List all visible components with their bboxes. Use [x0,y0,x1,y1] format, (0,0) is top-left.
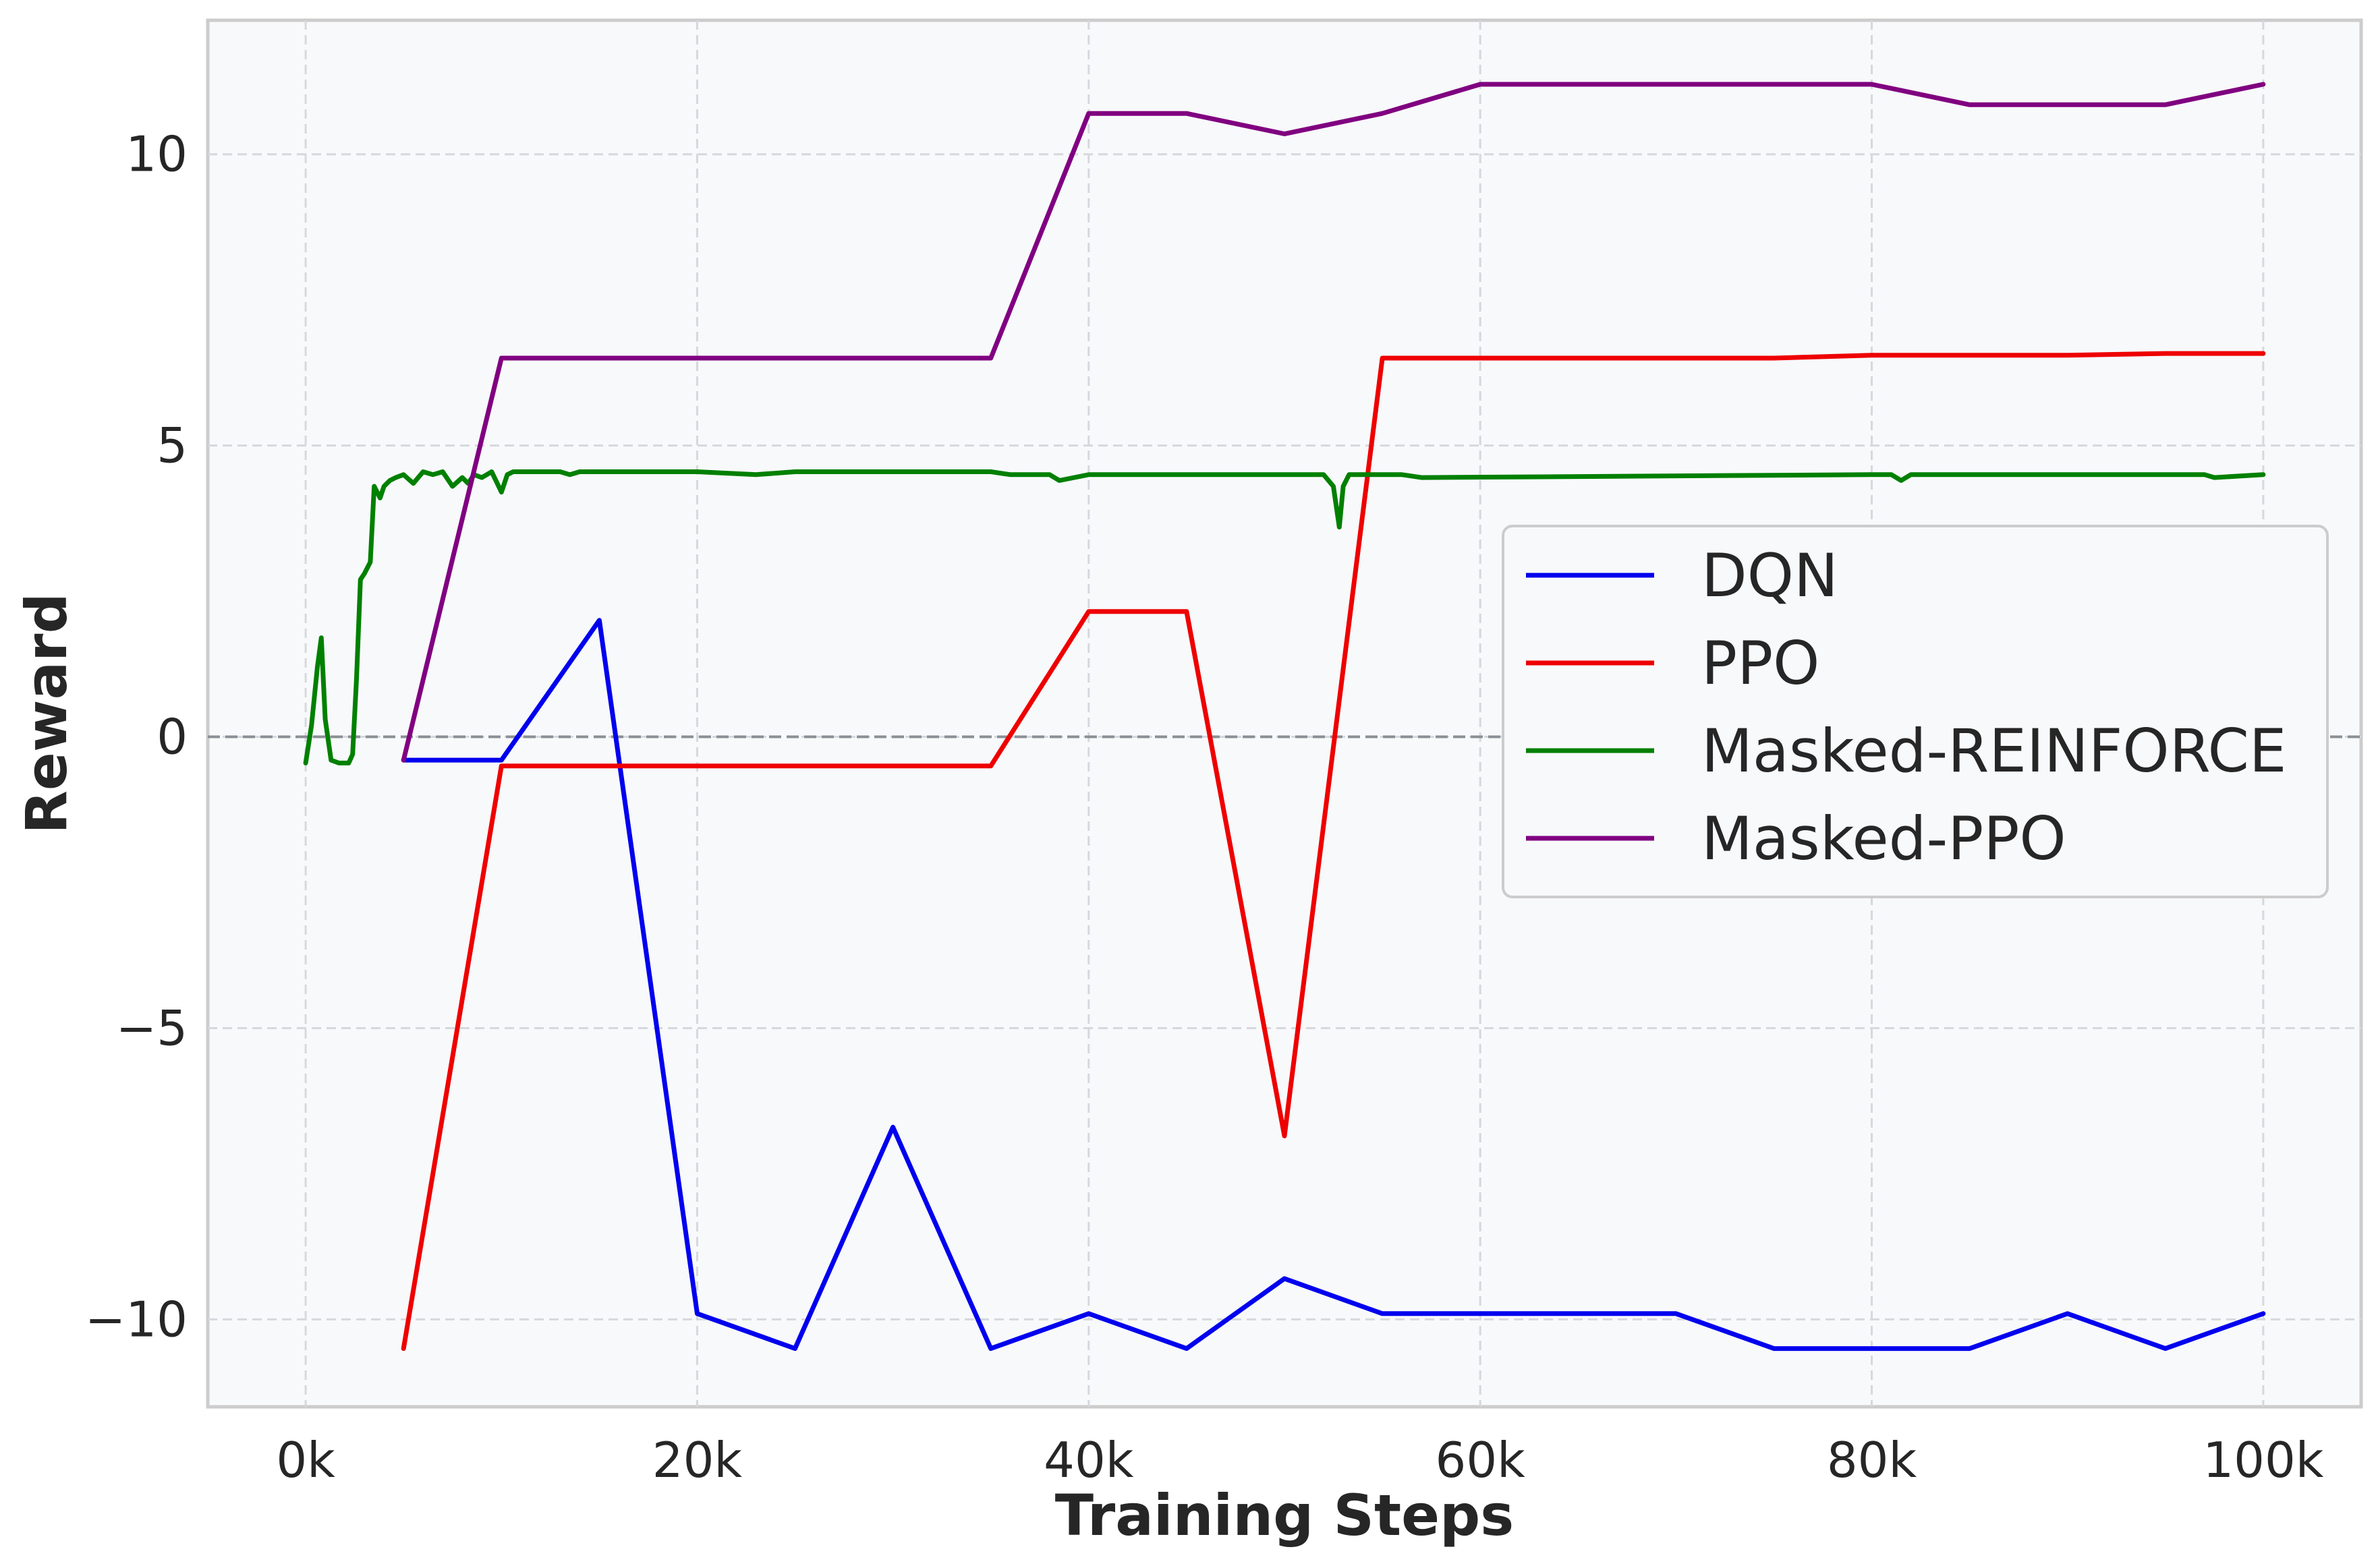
series-line-ppo [401,351,2266,1352]
y-axis-label: Reward [13,593,80,834]
x-tick-label: 20k [652,1432,743,1488]
legend-label-masked-ppo: Masked-PPO [1701,804,2066,873]
y-tick-label: −5 [116,999,188,1056]
series-line-dqn [401,618,2266,1352]
series-line-masked-ppo [401,82,2266,763]
y-tick-label: 0 [157,709,188,765]
y-tick-label: 10 [125,126,188,183]
series-line-masked-reinforce [303,469,2266,765]
legend-label-dqn: DQN [1701,541,1838,610]
x-tick-label: 60k [1436,1432,1526,1488]
x-tick-label: 100k [2203,1432,2323,1488]
grid [208,20,2361,1407]
legend-label-masked-reinforce: Masked-REINFORCE [1701,716,2287,786]
legend: DQN PPO Masked-REINFORCE Masked-PPO [1502,525,2329,898]
y-tick-label: 5 [157,417,188,474]
x-tick-label: 40k [1044,1432,1134,1488]
legend-box [1502,525,2329,898]
x-tick-label: 80k [1827,1432,1917,1488]
y-tick-label: −10 [85,1291,188,1347]
tick-labels: 0k 20k 40k 60k 80k 100k −10 −5 0 5 10 [85,126,2324,1488]
series-lines [303,82,2266,1352]
x-tick-label: 0k [276,1432,335,1488]
legend-label-ppo: PPO [1701,629,1819,698]
x-axis-label: Training Steps [1055,1482,1514,1548]
